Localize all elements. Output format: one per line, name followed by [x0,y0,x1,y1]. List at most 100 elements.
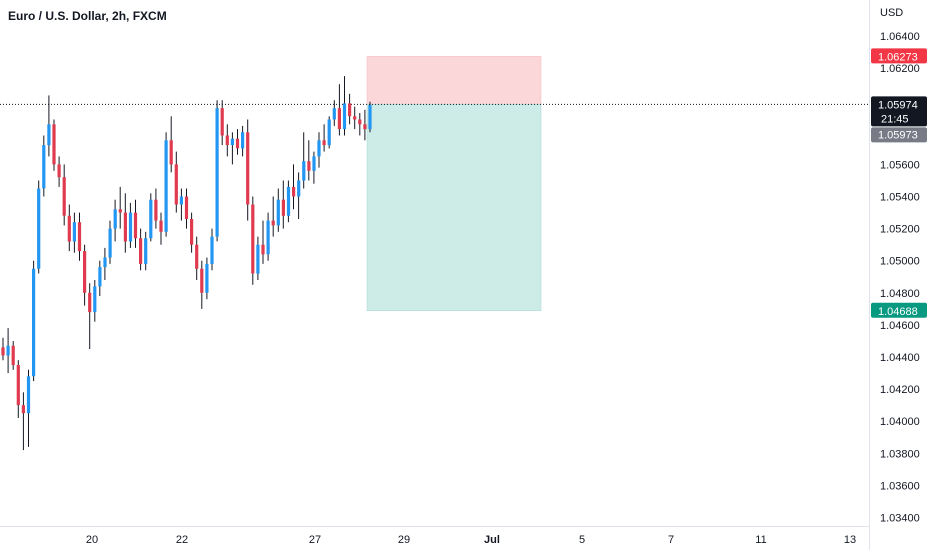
candle [26,369,31,447]
bear-candle-body [353,116,357,120]
currency-label: USD [880,7,903,19]
candle [16,360,20,418]
candle [205,257,209,300]
bull-candle-body [6,345,10,356]
bear-candle-body [52,124,56,165]
candle [88,283,92,349]
chart-title[interactable]: Euro / U.S. Dollar, 2h, FXCM [8,9,167,23]
take-profit-zone[interactable] [366,104,542,312]
candle [332,100,336,126]
price-tick-label: 1.03800 [880,448,920,460]
price-tick-label: 1.04000 [880,416,920,428]
bull-candle-body [108,228,112,258]
previous-close-tag: 1.05973 [871,127,927,143]
bear-candle-body [261,244,265,255]
bear-candle-body [139,238,143,264]
candle [32,260,36,382]
candle [6,328,10,374]
candle [276,188,280,232]
candle [327,116,331,149]
candle [322,124,326,152]
svg-text:1.06273: 1.06273 [878,51,918,63]
bear-candle-body [154,199,158,221]
bear-candle-body [67,215,71,242]
candle [174,151,178,213]
bear-candle-body [322,140,326,146]
candle [353,106,357,130]
svg-text:1.04688: 1.04688 [878,306,918,318]
bull-candle-body [144,238,148,264]
time-tick-label: 22 [176,534,188,546]
bar-countdown: 21:45 [881,113,909,125]
bear-candle-body [16,365,20,406]
candle [312,151,316,184]
bull-candle-body [205,263,209,293]
bull-candle-body [72,222,76,242]
bull-candle-body [210,236,214,264]
bull-candle-body [266,220,270,255]
price-tick-label: 1.06400 [880,31,920,43]
candle [52,119,56,171]
bull-candle-body [317,140,321,157]
candle [1,337,5,361]
candle [169,116,173,173]
time-tick-label: 13 [844,534,856,546]
bull-candle-body [241,132,245,149]
bull-candle-body [42,145,46,189]
candle [317,132,321,168]
price-axis-ticks: 1.06400 1.06200 1.05600 1.05400 1.05200 1.050… [880,31,920,525]
position-tool[interactable] [366,56,542,312]
bear-candle-body [190,219,194,245]
time-tick-label: 7 [668,534,674,546]
candle [98,260,102,296]
stop-loss-zone[interactable] [366,56,542,105]
bull-candle-body [297,180,301,197]
bear-candle-body [123,212,127,242]
price-tick-label: 1.03600 [880,480,920,492]
bull-candle-body [286,186,291,216]
candle [225,124,229,157]
candle [302,132,306,189]
candle [103,247,107,280]
candle [47,95,51,157]
price-tick-label: 1.04800 [880,288,920,300]
time-tick-label: Jul [484,534,500,546]
price-tick-label: 1.05200 [880,224,920,236]
candle [154,188,158,229]
candle [271,196,275,237]
time-axis-ticks: 20 22 27 29 Jul 5 7 11 13 [86,534,856,546]
price-tick-label: 1.05600 [880,159,920,171]
bull-candle-body [98,267,102,287]
candle [297,172,301,219]
bear-candle-body [281,199,285,216]
bear-candle-body [348,103,352,117]
candle [210,228,214,271]
candle [133,199,138,248]
bull-candle-body [215,108,219,237]
bear-candle-body [21,405,25,414]
candle [118,186,122,229]
time-tick-label: 29 [398,534,410,546]
bull-candle-body [368,105,372,130]
bear-candle-body [1,347,5,356]
bear-candle-body [200,268,204,293]
candle [195,236,199,280]
price-axis[interactable]: USD 1.064001.062001.056001.054001.052001… [869,0,920,550]
candle [292,164,296,210]
bear-candle-body [88,292,92,313]
candle [139,228,143,271]
bull-candle-body [256,244,260,274]
bull-candle-body [276,199,280,226]
candle [128,202,133,248]
candle [184,188,189,229]
bull-candle-body [332,108,336,120]
stop-price-tag: 1.06273 [871,48,927,64]
candle [159,212,163,245]
candle [179,188,183,221]
bull-candle-body [302,161,306,181]
candle [281,180,285,229]
time-axis[interactable]: 20 22 27 29 Jul 5 7 11 13 [0,526,869,547]
bear-candle-body [235,138,240,149]
candle [307,140,311,181]
